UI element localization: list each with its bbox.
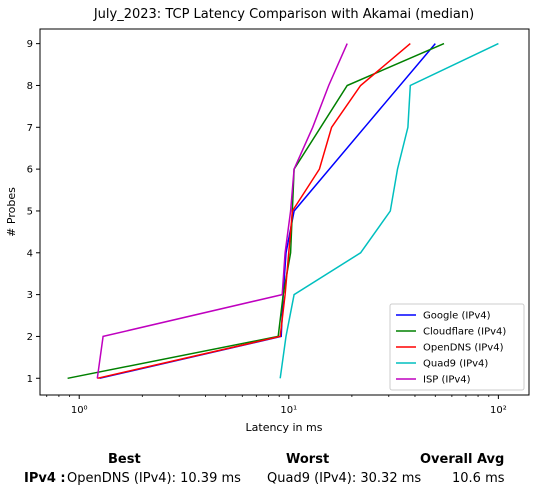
x-tick-label: 10² <box>490 405 507 416</box>
y-tick-label: 8 <box>27 81 33 92</box>
legend: Google (IPv4) Cloudflare (IPv4) OpenDNS (I… <box>389 303 525 391</box>
x-tick-label: 10⁰ <box>71 405 88 416</box>
series-line-3 <box>279 42 499 379</box>
series-line-4 <box>96 43 348 379</box>
y-tick-label: 1 <box>27 374 33 385</box>
x-axis-label: Latency in ms <box>246 421 323 434</box>
best-header: Best <box>108 452 141 467</box>
best-value: OpenDNS (IPv4): 10.39 ms <box>67 471 241 486</box>
legend-box <box>389 303 525 391</box>
y-tick-label: 3 <box>27 290 33 301</box>
x-tick-label: 10¹ <box>280 405 297 416</box>
overall-avg-header: Overall Avg <box>420 452 505 467</box>
latency-chart: July_2023: TCP Latency Comparison with A… <box>5 7 530 434</box>
series-line-0 <box>99 43 436 380</box>
plot-area <box>39 28 530 396</box>
y-tick-label: 4 <box>27 248 33 259</box>
ipv4-row-label: IPv4 : <box>24 471 66 486</box>
y-tick-label: 5 <box>27 206 33 217</box>
series-line-2 <box>97 43 411 380</box>
y-tick-label: 9 <box>27 39 33 50</box>
legend-label: ISP (IPv4) <box>423 375 471 386</box>
y-tick-label: 6 <box>27 165 33 176</box>
legend-label: Quad9 (IPv4) <box>423 359 488 370</box>
legend-label: Google (IPv4) <box>423 311 491 322</box>
worst-header: Worst <box>286 452 330 467</box>
y-axis-label: # Probes <box>5 187 18 237</box>
chart-title: July_2023: TCP Latency Comparison with A… <box>93 7 474 22</box>
overall-avg-value: 10.6 ms <box>452 471 505 486</box>
series-line-1 <box>67 42 445 380</box>
legend-label: Cloudflare (IPv4) <box>423 327 506 338</box>
y-tick-label: 2 <box>27 332 33 343</box>
worst-value: Quad9 (IPv4): 30.32 ms <box>267 471 422 486</box>
y-tick-label: 7 <box>27 123 33 134</box>
legend-label: OpenDNS (IPv4) <box>423 343 504 354</box>
